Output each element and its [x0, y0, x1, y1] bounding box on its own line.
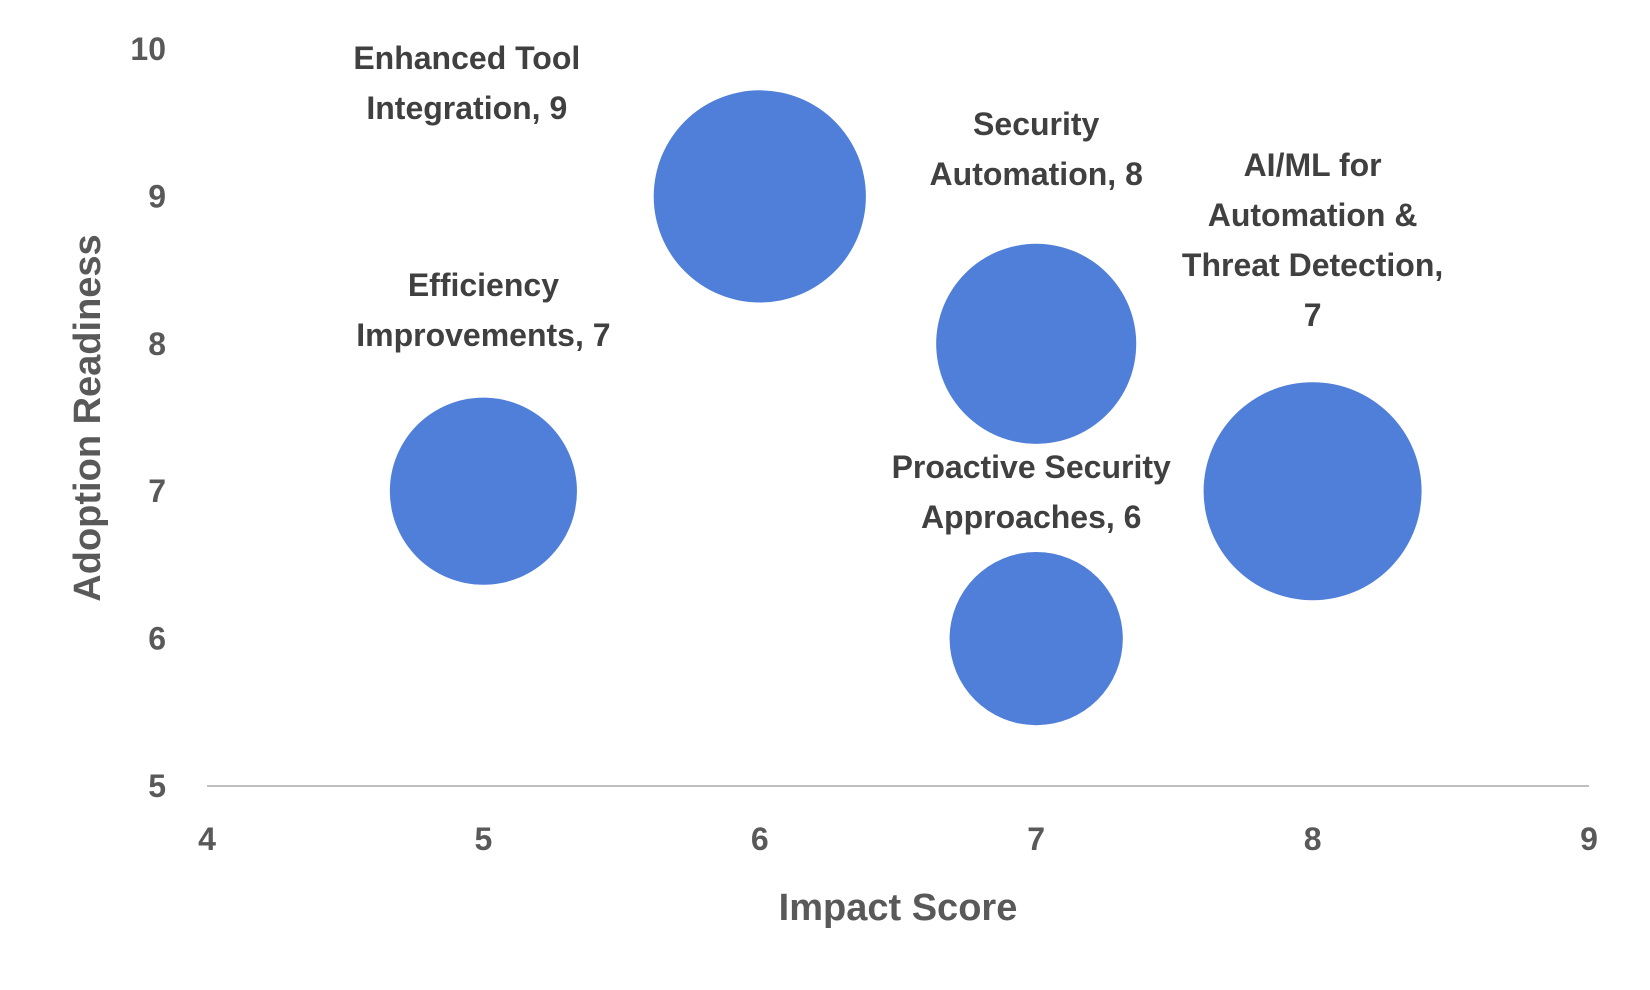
data-label: Proactive Security Approaches, 6 — [892, 449, 1171, 535]
y-tick-label: 6 — [148, 621, 166, 657]
y-tick-label: 9 — [148, 178, 166, 214]
bubble — [949, 551, 1123, 726]
x-tick-label: 7 — [1027, 821, 1045, 857]
bubble — [389, 397, 577, 585]
x-tick-label: 4 — [198, 821, 216, 857]
data-label: Efficiency Improvements, 7 — [356, 267, 610, 353]
y-axis-title: Adoption Readiness — [67, 234, 109, 601]
x-tick-label: 9 — [1580, 821, 1598, 857]
bubble — [1203, 382, 1422, 601]
x-tick-label: 5 — [475, 821, 493, 857]
data-label: Enhanced Tool Integration, 9 — [353, 40, 580, 126]
y-tick-label: 10 — [130, 31, 166, 67]
y-tick-label: 5 — [148, 768, 166, 804]
data-label: Security Automation, 8 — [930, 106, 1143, 192]
x-tick-label: 6 — [751, 821, 769, 857]
data-label: AI/ML for Automation & Threat Detection, 7 — [1182, 147, 1443, 333]
bubble — [936, 243, 1137, 444]
y-tick-label: 7 — [148, 473, 166, 509]
x-tick-label: 8 — [1304, 821, 1322, 857]
bubble — [653, 90, 866, 303]
y-tick-label: 8 — [148, 326, 166, 362]
x-axis-title: Impact Score — [779, 887, 1018, 929]
